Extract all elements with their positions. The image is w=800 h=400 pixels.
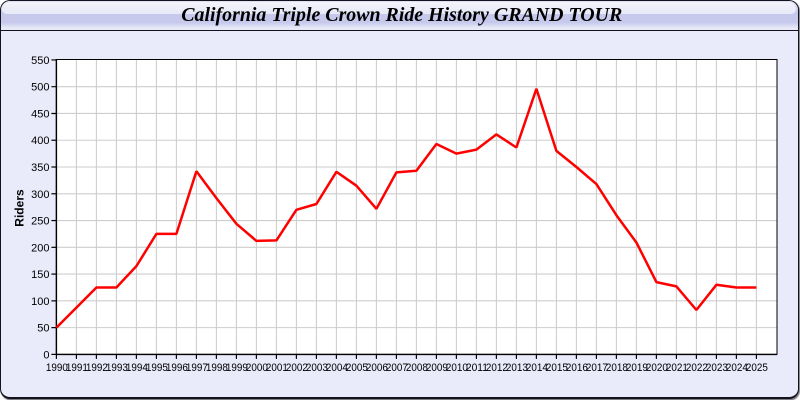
svg-text:0: 0 <box>43 349 49 361</box>
svg-text:1990: 1990 <box>45 362 67 374</box>
svg-text:300: 300 <box>31 188 49 200</box>
svg-text:1995: 1995 <box>145 362 167 374</box>
svg-text:50: 50 <box>37 322 49 334</box>
svg-text:1996: 1996 <box>165 362 187 374</box>
svg-text:2007: 2007 <box>385 362 407 374</box>
svg-text:2023: 2023 <box>705 362 727 374</box>
svg-text:250: 250 <box>31 215 49 227</box>
svg-text:1994: 1994 <box>125 362 147 374</box>
svg-text:400: 400 <box>31 135 49 147</box>
svg-text:2009: 2009 <box>425 362 447 374</box>
svg-text:2016: 2016 <box>565 362 587 374</box>
svg-text:1999: 1999 <box>225 362 247 374</box>
svg-text:2021: 2021 <box>665 362 687 374</box>
svg-text:2006: 2006 <box>365 362 387 374</box>
svg-text:Riders: Riders <box>12 189 26 227</box>
svg-text:2018: 2018 <box>605 362 627 374</box>
svg-text:2014: 2014 <box>525 362 547 374</box>
svg-text:2000: 2000 <box>245 362 267 374</box>
svg-text:500: 500 <box>31 81 49 93</box>
svg-text:2020: 2020 <box>645 362 667 374</box>
svg-text:2019: 2019 <box>625 362 647 374</box>
svg-text:2011: 2011 <box>465 362 487 374</box>
svg-text:2010: 2010 <box>445 362 467 374</box>
svg-text:2003: 2003 <box>305 362 327 374</box>
svg-text:200: 200 <box>31 242 49 254</box>
svg-text:2015: 2015 <box>545 362 567 374</box>
svg-text:150: 150 <box>31 269 49 281</box>
svg-text:2002: 2002 <box>285 362 307 374</box>
svg-text:550: 550 <box>31 54 49 66</box>
svg-text:1998: 1998 <box>205 362 227 374</box>
svg-text:1991: 1991 <box>65 362 87 374</box>
svg-text:2012: 2012 <box>485 362 507 374</box>
svg-text:350: 350 <box>31 162 49 174</box>
svg-text:2013: 2013 <box>505 362 527 374</box>
svg-text:1997: 1997 <box>185 362 207 374</box>
svg-text:2001: 2001 <box>265 362 287 374</box>
svg-text:2025: 2025 <box>745 362 767 374</box>
svg-text:2005: 2005 <box>345 362 367 374</box>
svg-text:2017: 2017 <box>585 362 607 374</box>
svg-text:2022: 2022 <box>685 362 707 374</box>
svg-text:450: 450 <box>31 108 49 120</box>
svg-text:2004: 2004 <box>325 362 347 374</box>
svg-text:2024: 2024 <box>725 362 747 374</box>
svg-text:1993: 1993 <box>105 362 127 374</box>
svg-text:100: 100 <box>31 295 49 307</box>
svg-text:2008: 2008 <box>405 362 427 374</box>
svg-text:1992: 1992 <box>85 362 107 374</box>
